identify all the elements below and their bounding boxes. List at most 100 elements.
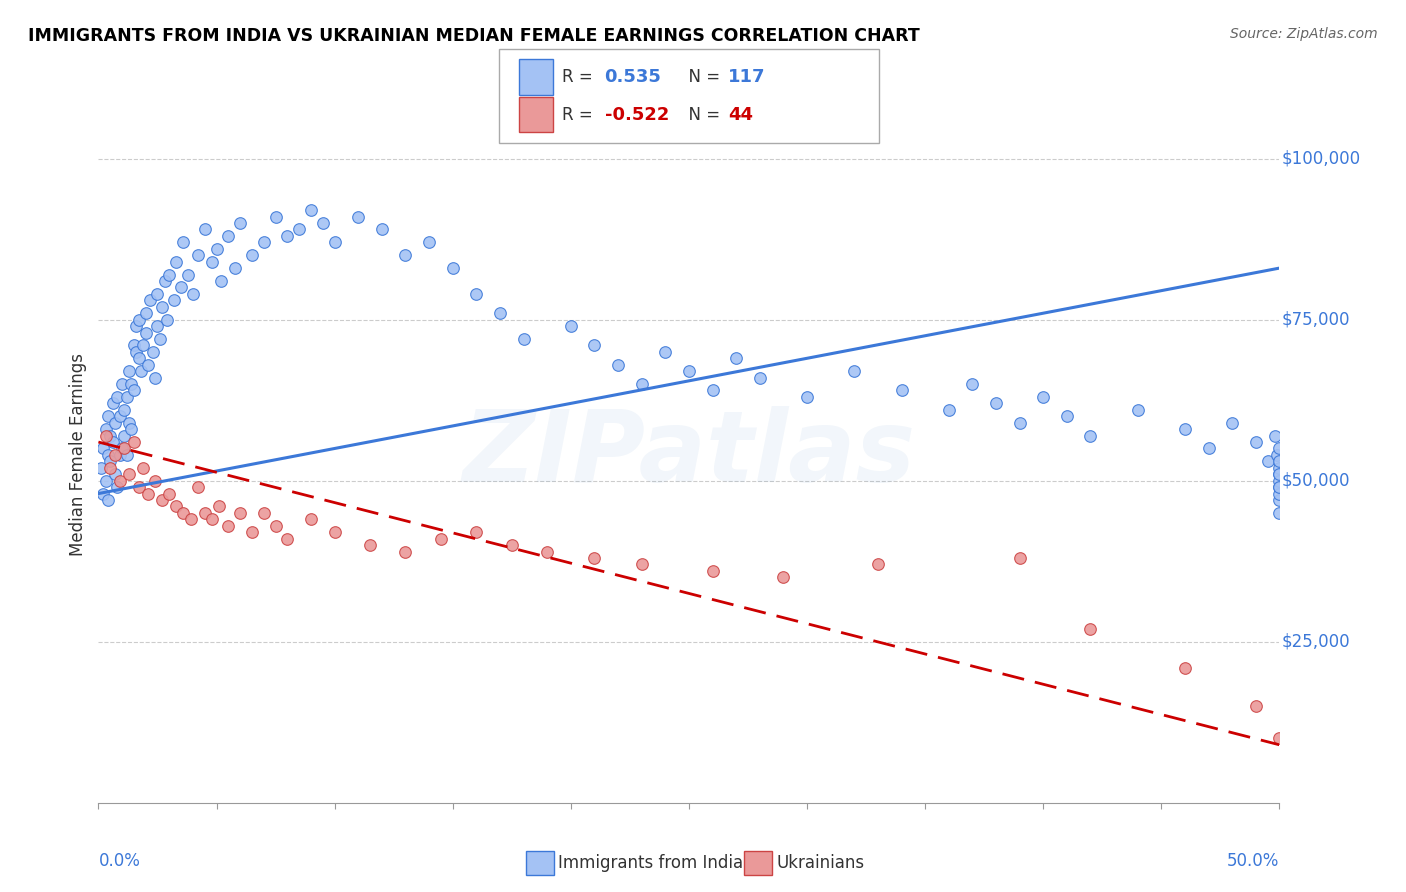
Point [253, 235, 276, 250]
Point [122, 338, 145, 352]
Point [1268, 480, 1291, 494]
Point [359, 538, 381, 552]
Point [276, 228, 298, 243]
Text: N =: N = [678, 105, 725, 123]
Text: $75,000: $75,000 [1282, 310, 1350, 328]
Point [208, 500, 231, 514]
Point [702, 384, 724, 398]
Point [105, 390, 128, 404]
Point [181, 286, 204, 301]
Point [725, 351, 748, 366]
Point [1174, 660, 1197, 674]
Point [139, 293, 162, 308]
Point [1174, 422, 1197, 436]
Point [583, 338, 606, 352]
Point [177, 268, 200, 282]
Point [630, 558, 652, 572]
Text: $50,000: $50,000 [1282, 472, 1350, 490]
Point [1264, 428, 1286, 442]
Point [253, 506, 276, 520]
Point [163, 293, 186, 308]
Point [94, 428, 117, 442]
Point [229, 506, 252, 520]
Point [128, 312, 150, 326]
Text: 0.0%: 0.0% [98, 852, 141, 870]
Point [1257, 454, 1279, 468]
Point [312, 216, 335, 230]
Point [97, 493, 120, 508]
Point [984, 396, 1007, 410]
Point [122, 435, 145, 450]
Point [201, 512, 224, 526]
Point [465, 286, 488, 301]
Point [153, 274, 176, 288]
Point [121, 377, 143, 392]
Point [1268, 493, 1291, 508]
Point [1244, 435, 1267, 450]
Point [187, 248, 209, 262]
Point [441, 261, 464, 276]
Point [224, 261, 246, 276]
Point [118, 467, 141, 482]
Point [1008, 416, 1031, 430]
Point [654, 344, 676, 359]
Point [702, 564, 724, 578]
Point [394, 544, 416, 558]
Point [276, 532, 298, 546]
Point [194, 222, 217, 236]
Point [1268, 460, 1291, 475]
Point [146, 286, 169, 301]
Point [90, 460, 112, 475]
Point [118, 364, 141, 378]
Point [938, 402, 960, 417]
Text: -0.522: -0.522 [605, 105, 669, 123]
Point [129, 364, 152, 378]
Point [101, 396, 124, 410]
Point [143, 474, 166, 488]
Point [104, 448, 127, 462]
Point [104, 416, 127, 430]
Point [165, 254, 187, 268]
Point [1268, 506, 1291, 520]
Point [125, 344, 148, 359]
Point [91, 486, 114, 500]
Point [630, 377, 652, 392]
Point [112, 428, 135, 442]
Point [1268, 442, 1291, 456]
Point [136, 358, 159, 372]
Point [97, 409, 120, 424]
Point [122, 384, 145, 398]
Point [146, 319, 169, 334]
Point [1080, 622, 1102, 636]
Text: 50.0%: 50.0% [1227, 852, 1279, 870]
Point [418, 235, 440, 250]
Point [229, 216, 252, 230]
Point [209, 274, 232, 288]
Point [156, 312, 179, 326]
Point [118, 416, 141, 430]
Point [91, 442, 114, 456]
Point [201, 254, 224, 268]
Point [125, 319, 148, 334]
Point [172, 235, 194, 250]
Point [111, 377, 134, 392]
Text: Ukrainians: Ukrainians [776, 855, 865, 872]
Point [866, 558, 889, 572]
Text: N =: N = [678, 69, 725, 87]
Point [772, 570, 794, 584]
Point [501, 538, 523, 552]
Point [115, 390, 138, 404]
Point [157, 486, 180, 500]
Point [128, 351, 150, 366]
Point [240, 525, 263, 540]
Point [465, 525, 488, 540]
Point [1126, 402, 1149, 417]
Point [112, 402, 135, 417]
Point [170, 280, 193, 294]
Point [1220, 416, 1243, 430]
Point [132, 338, 155, 352]
Point [94, 422, 117, 436]
Point [1008, 551, 1031, 566]
Point [98, 454, 121, 468]
Point [489, 306, 512, 320]
